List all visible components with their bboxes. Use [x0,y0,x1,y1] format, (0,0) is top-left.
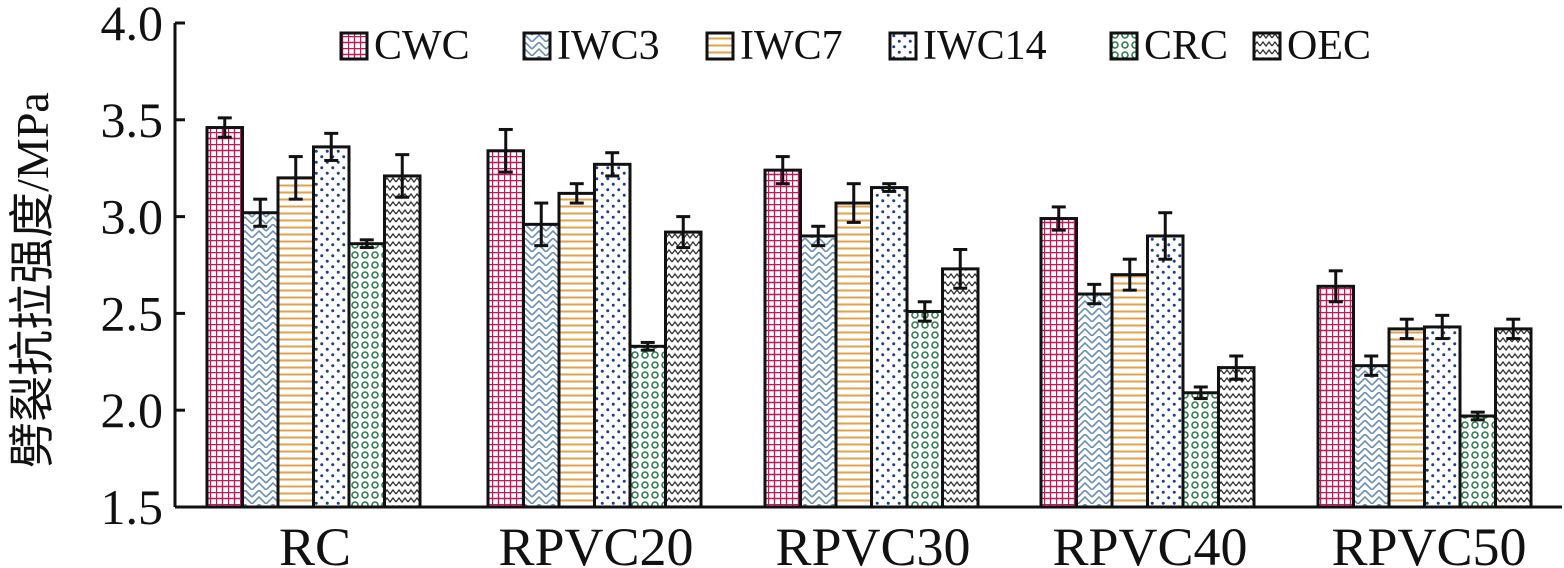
y-tick-label: 1.5 [101,479,164,535]
legend-swatch-iwc3 [522,31,552,61]
y-tick-label: 3.0 [101,189,164,245]
bar-oec-rpvc30 [941,267,980,509]
bar-oec-rpvc50 [1494,327,1533,509]
y-tick-label: 2.0 [101,382,164,438]
bar-iwc7-rpvc50 [1387,327,1426,509]
axes-layer [173,23,1562,509]
legend-label-iwc7: IWC7 [740,23,843,69]
y-tick-label: 2.5 [101,285,164,341]
bar-iwc3-rpvc40 [1075,292,1114,509]
legend-swatch-crc [1109,31,1139,61]
legend: CWC IWC3 IWC7 IWC14 CRC OEC [339,23,1371,69]
bars-layer [205,116,1533,509]
bar-iwc7-rpvc30 [834,201,873,509]
bar-crc-rpvc40 [1181,391,1220,509]
legend-label-iwc14: IWC14 [923,23,1047,69]
legend-swatch-oec [1252,31,1282,61]
bar-oec-rpvc40 [1217,366,1256,509]
x-tick-label: RPVC20 [498,517,693,568]
x-tick-label: RPVC50 [1331,517,1526,568]
legend-swatch-iwc14 [888,31,918,61]
legend-swatch-iwc7 [705,31,735,61]
bar-cwc-rc [205,126,244,509]
legend-label-iwc3: IWC3 [557,23,660,69]
y-axis-label: 劈裂抗拉强度/MPa [7,92,58,468]
bar-cwc-rpvc50 [1316,284,1355,509]
x-tick-label: RC [279,517,351,568]
bar-iwc14-rpvc40 [1146,234,1185,509]
x-tick-label: RPVC30 [775,517,970,568]
bar-iwc14-rpvc20 [593,162,632,509]
bar-iwc7-rc [276,176,315,509]
y-tick-label: 4.0 [101,0,164,51]
y-axis-label-group: 劈裂抗拉强度/MPa [7,92,58,468]
bar-crc-rpvc30 [905,309,944,509]
bar-iwc3-rc [241,211,280,509]
legend-label-oec: OEC [1287,23,1371,69]
tick-layer: 1.5 2.0 2.5 3.0 3.5 4.0 RC RPVC20 RPVC30 RPVC40 RP… [101,0,1527,568]
bar-iwc7-rpvc40 [1110,273,1149,509]
bar-crc-rpvc50 [1458,414,1497,509]
bar-iwc3-rpvc30 [799,234,838,509]
x-tick-label: RPVC40 [1052,517,1247,568]
bar-crc-rc [347,242,386,509]
bar-cwc-rpvc30 [763,168,802,509]
legend-swatch-cwc [339,31,369,61]
bar-cwc-rpvc40 [1039,217,1078,509]
legend-label-cwc: CWC [374,23,470,69]
bar-cwc-rpvc20 [486,149,525,509]
bar-iwc14-rpvc30 [870,186,909,509]
bar-iwc14-rc [312,145,351,509]
bar-iwc3-rpvc50 [1352,364,1391,509]
bar-crc-rpvc20 [628,344,667,509]
bar-iwc3-rpvc20 [522,222,561,509]
bar-iwc7-rpvc20 [557,191,596,509]
bar-oec-rc [383,174,422,509]
bar-iwc14-rpvc50 [1423,325,1462,509]
y-tick-label: 3.5 [101,92,164,148]
legend-label-crc: CRC [1144,23,1228,69]
bar-oec-rpvc20 [664,230,703,509]
